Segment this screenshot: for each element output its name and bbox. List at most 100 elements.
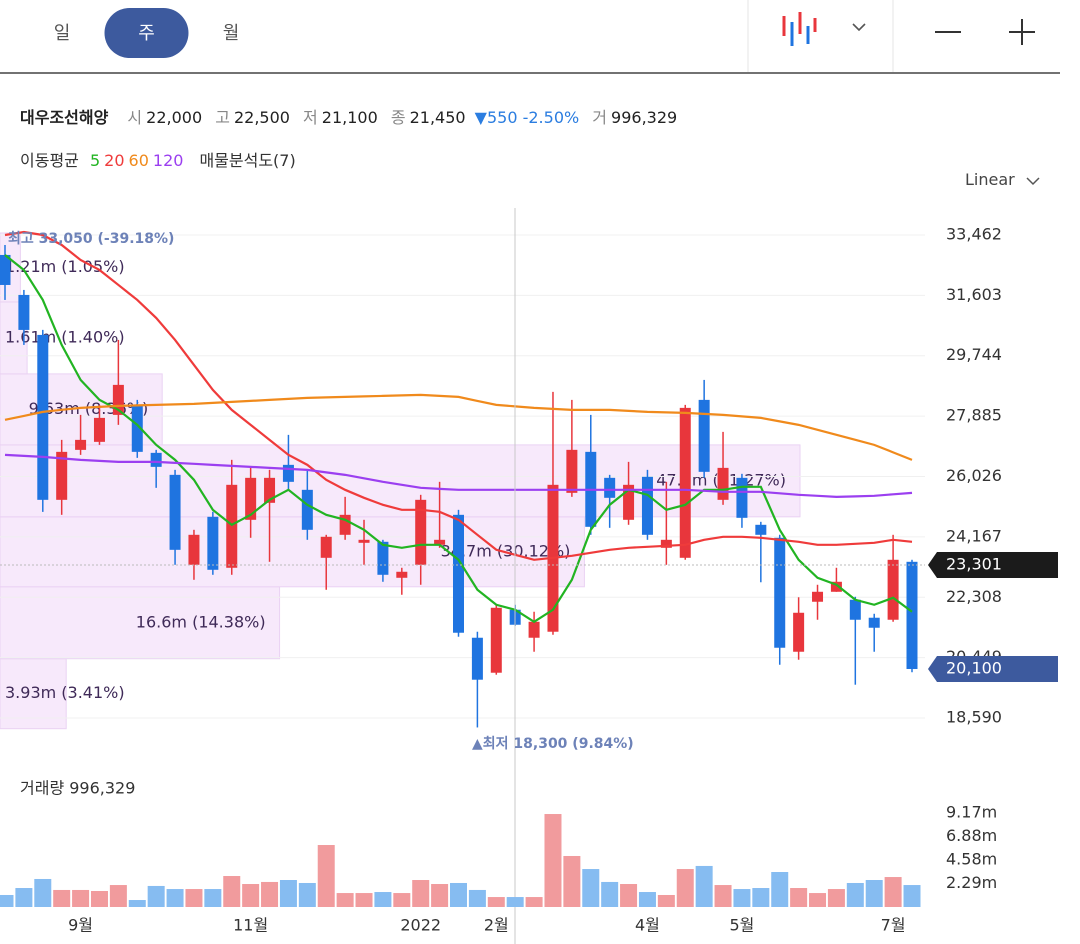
candle-body [75,439,87,450]
candle-body [887,559,899,620]
volume-bar [846,882,864,907]
candle-body [396,571,408,578]
dropdown-chevron[interactable] [852,23,866,32]
candle-body [660,539,672,548]
stock-name: 대우조선해양 [20,108,109,127]
scale-chevron[interactable] [1026,177,1040,186]
candle-body [453,514,464,633]
volume-bar [223,876,241,907]
volume-bar [468,889,486,907]
volume-bar [733,889,751,907]
y-tick-label: 4.58m [946,849,997,868]
volume-bar [412,880,430,907]
zoom-in-button[interactable] [1009,19,1035,45]
candle-body [717,467,729,500]
x-tick-label: 2월 [484,916,509,935]
candle-body [150,452,162,467]
candle-body [112,384,124,415]
y-tick-label: 9.17m [946,802,997,821]
low-label: 저 [303,108,318,127]
candle-body [18,294,30,330]
volume-bar [336,893,354,907]
tab[interactable]: 일 [54,23,71,44]
open-label: 시 [127,108,143,127]
candle-body [320,536,332,558]
candle-body [868,617,880,628]
volume-bar [827,889,845,907]
x-tick-label: 5월 [729,916,754,935]
ma-legend: 60 [128,151,149,170]
ma-legend: 120 [152,151,184,170]
y-tick-label: 26,026 [946,466,1002,485]
x-tick-label: 4월 [635,916,660,935]
volume-bar [147,885,165,907]
close-value: 21,450 [409,108,466,127]
high-value: 22,500 [233,108,290,127]
candle-body [471,637,483,680]
volume-bar [15,888,33,907]
profile-bar [0,658,67,730]
volume-bar [261,881,279,907]
volume-bar [657,894,675,907]
change: ▼550 -2.50% [474,108,580,127]
volume-bar [298,882,316,907]
profile-label: 1.61m (1.40%) [5,327,125,346]
volume-bar [204,889,222,907]
volume-bar [714,885,732,907]
volume-bar [0,894,14,907]
candle-body [641,476,653,535]
tab[interactable]: 주 [138,23,155,44]
scale-mode[interactable]: Linear [965,170,1015,189]
ma-legend: 20 [104,151,125,170]
candle-body [226,484,238,568]
candle-body [169,474,181,550]
volume-bar [638,892,656,907]
price-tag-label: 23,301 [946,555,1002,574]
volume-bar [582,869,600,907]
low-value: 21,100 [321,108,378,127]
candle-body [849,599,861,620]
candle-body [812,591,824,602]
candle-body [358,539,370,543]
candle-body [755,524,767,535]
chart-type-button[interactable] [782,12,817,46]
ma-label: 이동평균 [20,151,79,170]
candle-body [131,404,143,452]
volume-bar [53,889,71,907]
ma-line [4,254,913,624]
x-tick-label: 9월 [68,916,93,935]
candle-body [301,489,313,530]
volume-bar [809,893,827,907]
candles [0,244,918,728]
ma-line [4,453,913,498]
volume-bar [72,889,90,907]
candle-body [566,449,578,493]
y-tick-label: 31,603 [946,285,1002,304]
candle-body [245,477,257,520]
selected-tab-pill [104,8,189,58]
volume-bar [431,884,449,907]
ma-line [4,393,913,461]
candle-body [623,484,635,520]
volume-value: 996,329 [611,108,678,127]
candle-body [415,499,427,565]
high-label: 고 [215,108,230,127]
candle-body [56,451,68,500]
candle-body [93,417,105,442]
candle-body [793,612,805,652]
volume-bar [393,893,411,907]
tab[interactable]: 월 [223,23,240,44]
annotation: 최고 33,050 (-39.18%) [8,231,174,247]
profile-label: 1.21m (1.05%) [5,257,125,276]
candle-body [604,477,616,498]
volume-bar [771,872,789,907]
candle-body [37,334,49,500]
candle-body [434,539,446,545]
x-tick-label: 2022 [400,916,441,935]
indicator-line: 이동평균 5 20 60 120 매물분석도(7) [20,147,300,171]
volume-bar [279,880,297,907]
volume-bar [90,890,108,907]
